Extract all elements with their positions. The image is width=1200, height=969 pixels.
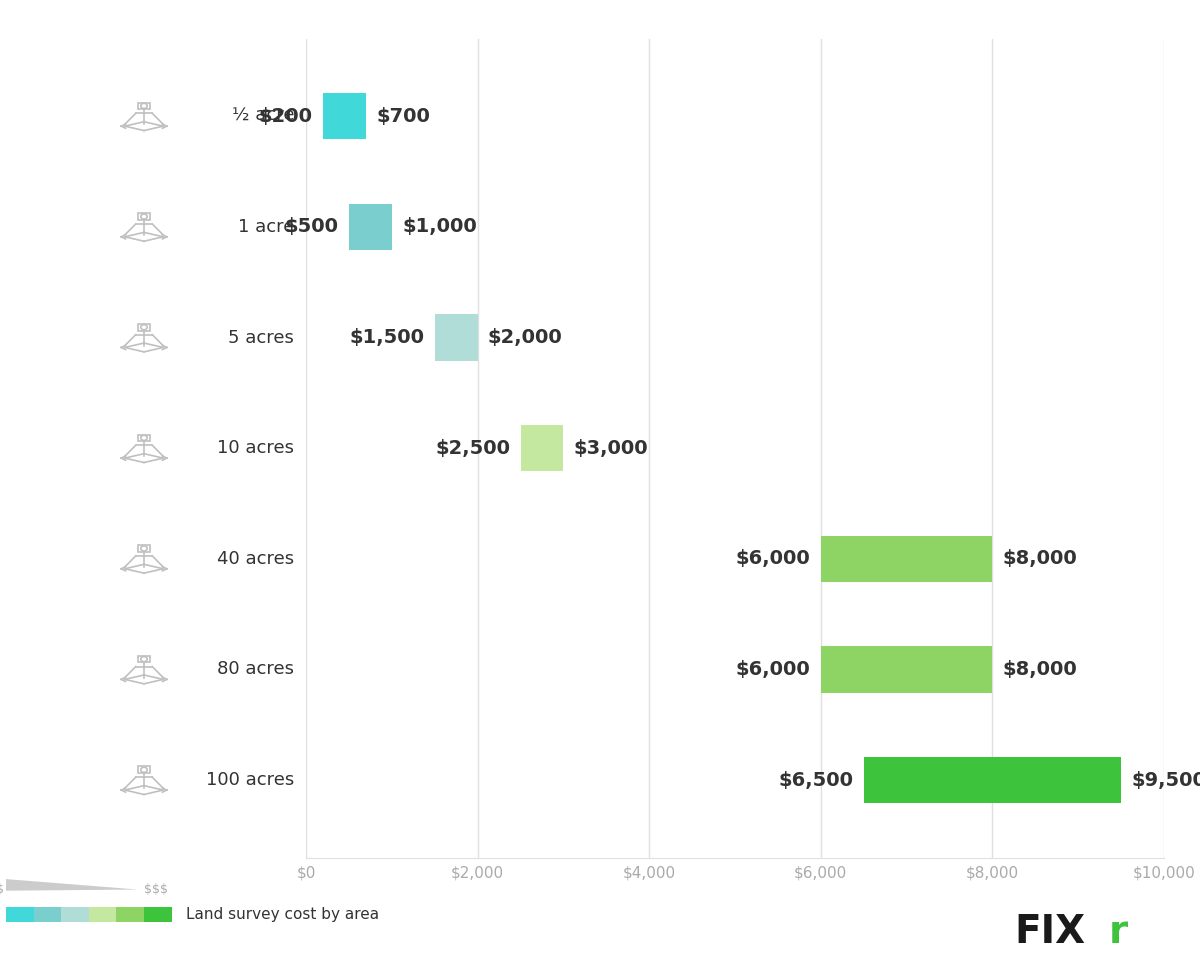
Text: $3,000: $3,000 <box>574 439 648 457</box>
Text: $1,000: $1,000 <box>402 217 476 236</box>
Text: r: r <box>1109 913 1128 952</box>
Text: $9,500: $9,500 <box>1132 770 1200 790</box>
Bar <box>821 536 992 582</box>
Text: $6,000: $6,000 <box>736 549 810 568</box>
Bar <box>434 314 478 360</box>
Bar <box>349 203 391 250</box>
Bar <box>821 646 992 693</box>
Text: $200: $200 <box>259 107 313 126</box>
Text: 40 acres: 40 acres <box>217 549 294 568</box>
Text: $8,000: $8,000 <box>1003 660 1078 679</box>
Text: $1,500: $1,500 <box>349 328 425 347</box>
Text: 80 acres: 80 acres <box>217 661 294 678</box>
Text: $500: $500 <box>284 217 338 236</box>
Text: $700: $700 <box>377 107 431 126</box>
Bar <box>323 93 366 140</box>
Bar <box>521 425 564 471</box>
Text: $2,000: $2,000 <box>488 328 563 347</box>
Text: $2,500: $2,500 <box>436 439 510 457</box>
Text: $6,500: $6,500 <box>779 770 853 790</box>
Text: 10 acres: 10 acres <box>217 439 294 457</box>
Text: ½ acre: ½ acre <box>232 108 294 125</box>
Text: 100 acres: 100 acres <box>205 771 294 789</box>
Text: 1 acre: 1 acre <box>238 218 294 235</box>
Text: $8,000: $8,000 <box>1003 549 1078 568</box>
Text: $$$: $$$ <box>144 883 168 896</box>
Text: FIX: FIX <box>1014 913 1085 952</box>
Bar <box>864 757 1121 803</box>
Text: 5 acres: 5 acres <box>228 328 294 347</box>
Text: Land survey cost by area: Land survey cost by area <box>186 907 379 922</box>
Text: $: $ <box>0 883 4 896</box>
Text: $6,000: $6,000 <box>736 660 810 679</box>
